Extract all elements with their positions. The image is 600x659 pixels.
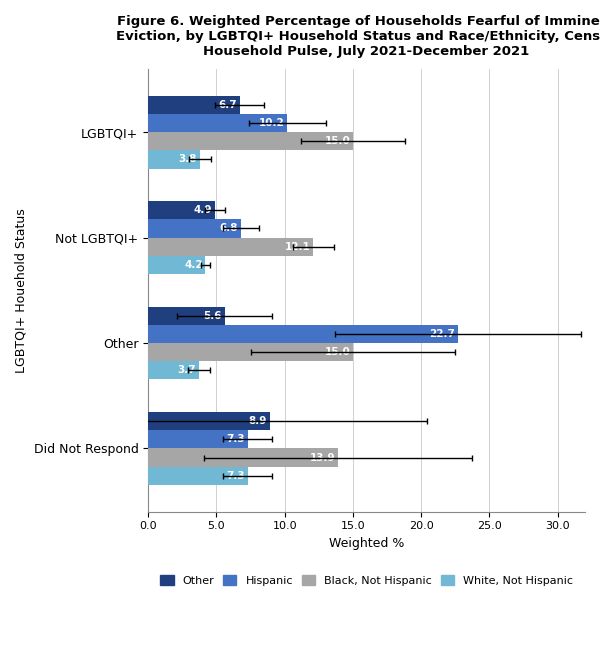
Bar	[148, 325, 458, 343]
Bar	[148, 430, 248, 449]
Bar	[148, 449, 338, 467]
Text: 22.7: 22.7	[430, 329, 455, 339]
Text: 7.3: 7.3	[226, 471, 245, 481]
Title: Figure 6. Weighted Percentage of Households Fearful of Imminent
Eviction, by LGB: Figure 6. Weighted Percentage of Househo…	[116, 15, 600, 58]
Bar	[148, 219, 241, 238]
Text: 15.0: 15.0	[325, 347, 350, 357]
Bar	[148, 96, 239, 114]
Text: 6.8: 6.8	[220, 223, 238, 233]
Bar	[148, 201, 215, 219]
Legend: Other, Hispanic, Black, Not Hispanic, White, Not Hispanic: Other, Hispanic, Black, Not Hispanic, Wh…	[156, 571, 577, 590]
Text: 7.3: 7.3	[226, 434, 245, 444]
Bar	[148, 238, 313, 256]
X-axis label: Weighted %: Weighted %	[329, 537, 404, 550]
Text: 5.6: 5.6	[203, 311, 222, 321]
Text: 3.7: 3.7	[178, 365, 196, 376]
Bar	[148, 361, 199, 380]
Bar	[148, 150, 200, 169]
Text: 8.9: 8.9	[248, 416, 267, 426]
Bar	[148, 132, 353, 150]
Text: 12.1: 12.1	[285, 242, 311, 252]
Bar	[148, 343, 353, 361]
Bar	[148, 467, 248, 485]
Bar	[148, 306, 224, 325]
Bar	[148, 412, 269, 430]
Y-axis label: LGBTQI+ Houehold Status: LGBTQI+ Houehold Status	[15, 208, 28, 373]
Bar	[148, 256, 205, 274]
Text: 6.7: 6.7	[218, 100, 237, 110]
Text: 10.2: 10.2	[259, 118, 284, 128]
Text: 15.0: 15.0	[325, 136, 350, 146]
Text: 4.2: 4.2	[184, 260, 203, 270]
Text: 13.9: 13.9	[310, 453, 335, 463]
Text: 3.8: 3.8	[179, 154, 197, 165]
Bar	[148, 114, 287, 132]
Text: 4.9: 4.9	[194, 206, 212, 215]
